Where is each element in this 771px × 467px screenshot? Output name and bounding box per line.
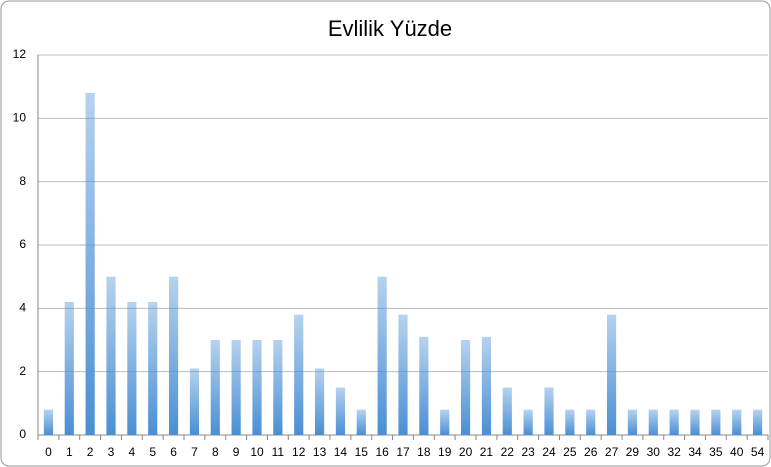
y-tick-label: 0 [19,427,26,441]
bar [690,409,700,435]
x-tick-label: 15 [355,445,369,459]
bar [481,336,492,435]
bar [732,409,742,435]
x-tick-label: 10 [250,445,264,459]
x-tick-label: 54 [751,445,765,459]
bar [43,409,54,435]
x-tick-label: 24 [542,445,556,459]
bar [648,409,658,435]
x-tick-label: 18 [417,445,431,459]
x-tick-label: 32 [667,445,681,459]
x-tick-label: 9 [233,445,240,459]
bar [189,368,200,435]
bar [64,302,74,435]
bar [440,409,450,435]
bar [85,93,95,435]
x-tick-label: 16 [375,445,389,459]
x-tick-label: 29 [626,445,640,459]
x-tick-label: 20 [459,445,473,459]
chart-title: Evlilik Yüzde [328,16,452,41]
bar [127,302,137,435]
x-tick-label: 4 [129,445,136,459]
x-tick-label: 7 [191,445,198,459]
x-tick-label: 21 [480,445,494,459]
bar [168,276,179,435]
bar [398,314,408,435]
bar [210,340,220,435]
bar [502,387,512,435]
y-tick-label: 6 [19,237,26,251]
bar [606,314,617,435]
x-tick-label: 35 [709,445,723,459]
x-tick-label: 22 [501,445,515,459]
y-tick-label: 4 [19,301,26,315]
x-tick-label: 5 [149,445,156,459]
x-tick-label: 17 [396,445,410,459]
x-tick-label: 6 [170,445,177,459]
x-tick-label: 26 [584,445,598,459]
x-tick-label: 23 [521,445,535,459]
x-tick-label: 19 [438,445,452,459]
y-tick-label: 8 [19,174,26,188]
x-tick-label: 8 [212,445,219,459]
bar [544,387,554,435]
bar [273,340,283,435]
x-tick-label: 14 [334,445,348,459]
x-tick-label: 25 [563,445,577,459]
bar [711,409,721,435]
y-tick-label: 2 [19,364,26,378]
x-tick-label: 12 [292,445,306,459]
bar [231,340,241,435]
bar [586,409,596,435]
x-tick-label: 40 [730,445,744,459]
bar [314,368,325,435]
x-tick-label: 13 [313,445,327,459]
x-tick-label: 3 [108,445,115,459]
bar [106,276,116,435]
x-tick-label: 27 [605,445,619,459]
bar [752,409,763,435]
bar [356,409,366,435]
bar [627,409,638,435]
y-tick-label: 12 [13,47,27,61]
bar [565,409,575,435]
bar [335,387,346,435]
bar [377,276,387,435]
x-tick-label: 0 [45,445,52,459]
bar [669,409,679,435]
bar [148,302,158,435]
bar [294,314,304,435]
x-tick-label: 34 [688,445,702,459]
bar [252,340,262,435]
x-tick-label: 30 [647,445,661,459]
bar [523,409,533,435]
bar [460,340,471,435]
x-tick-label: 2 [87,445,94,459]
x-tick-label: 1 [66,445,73,459]
bar [419,336,429,435]
y-tick-label: 10 [13,111,27,125]
x-tick-label: 11 [272,445,285,459]
